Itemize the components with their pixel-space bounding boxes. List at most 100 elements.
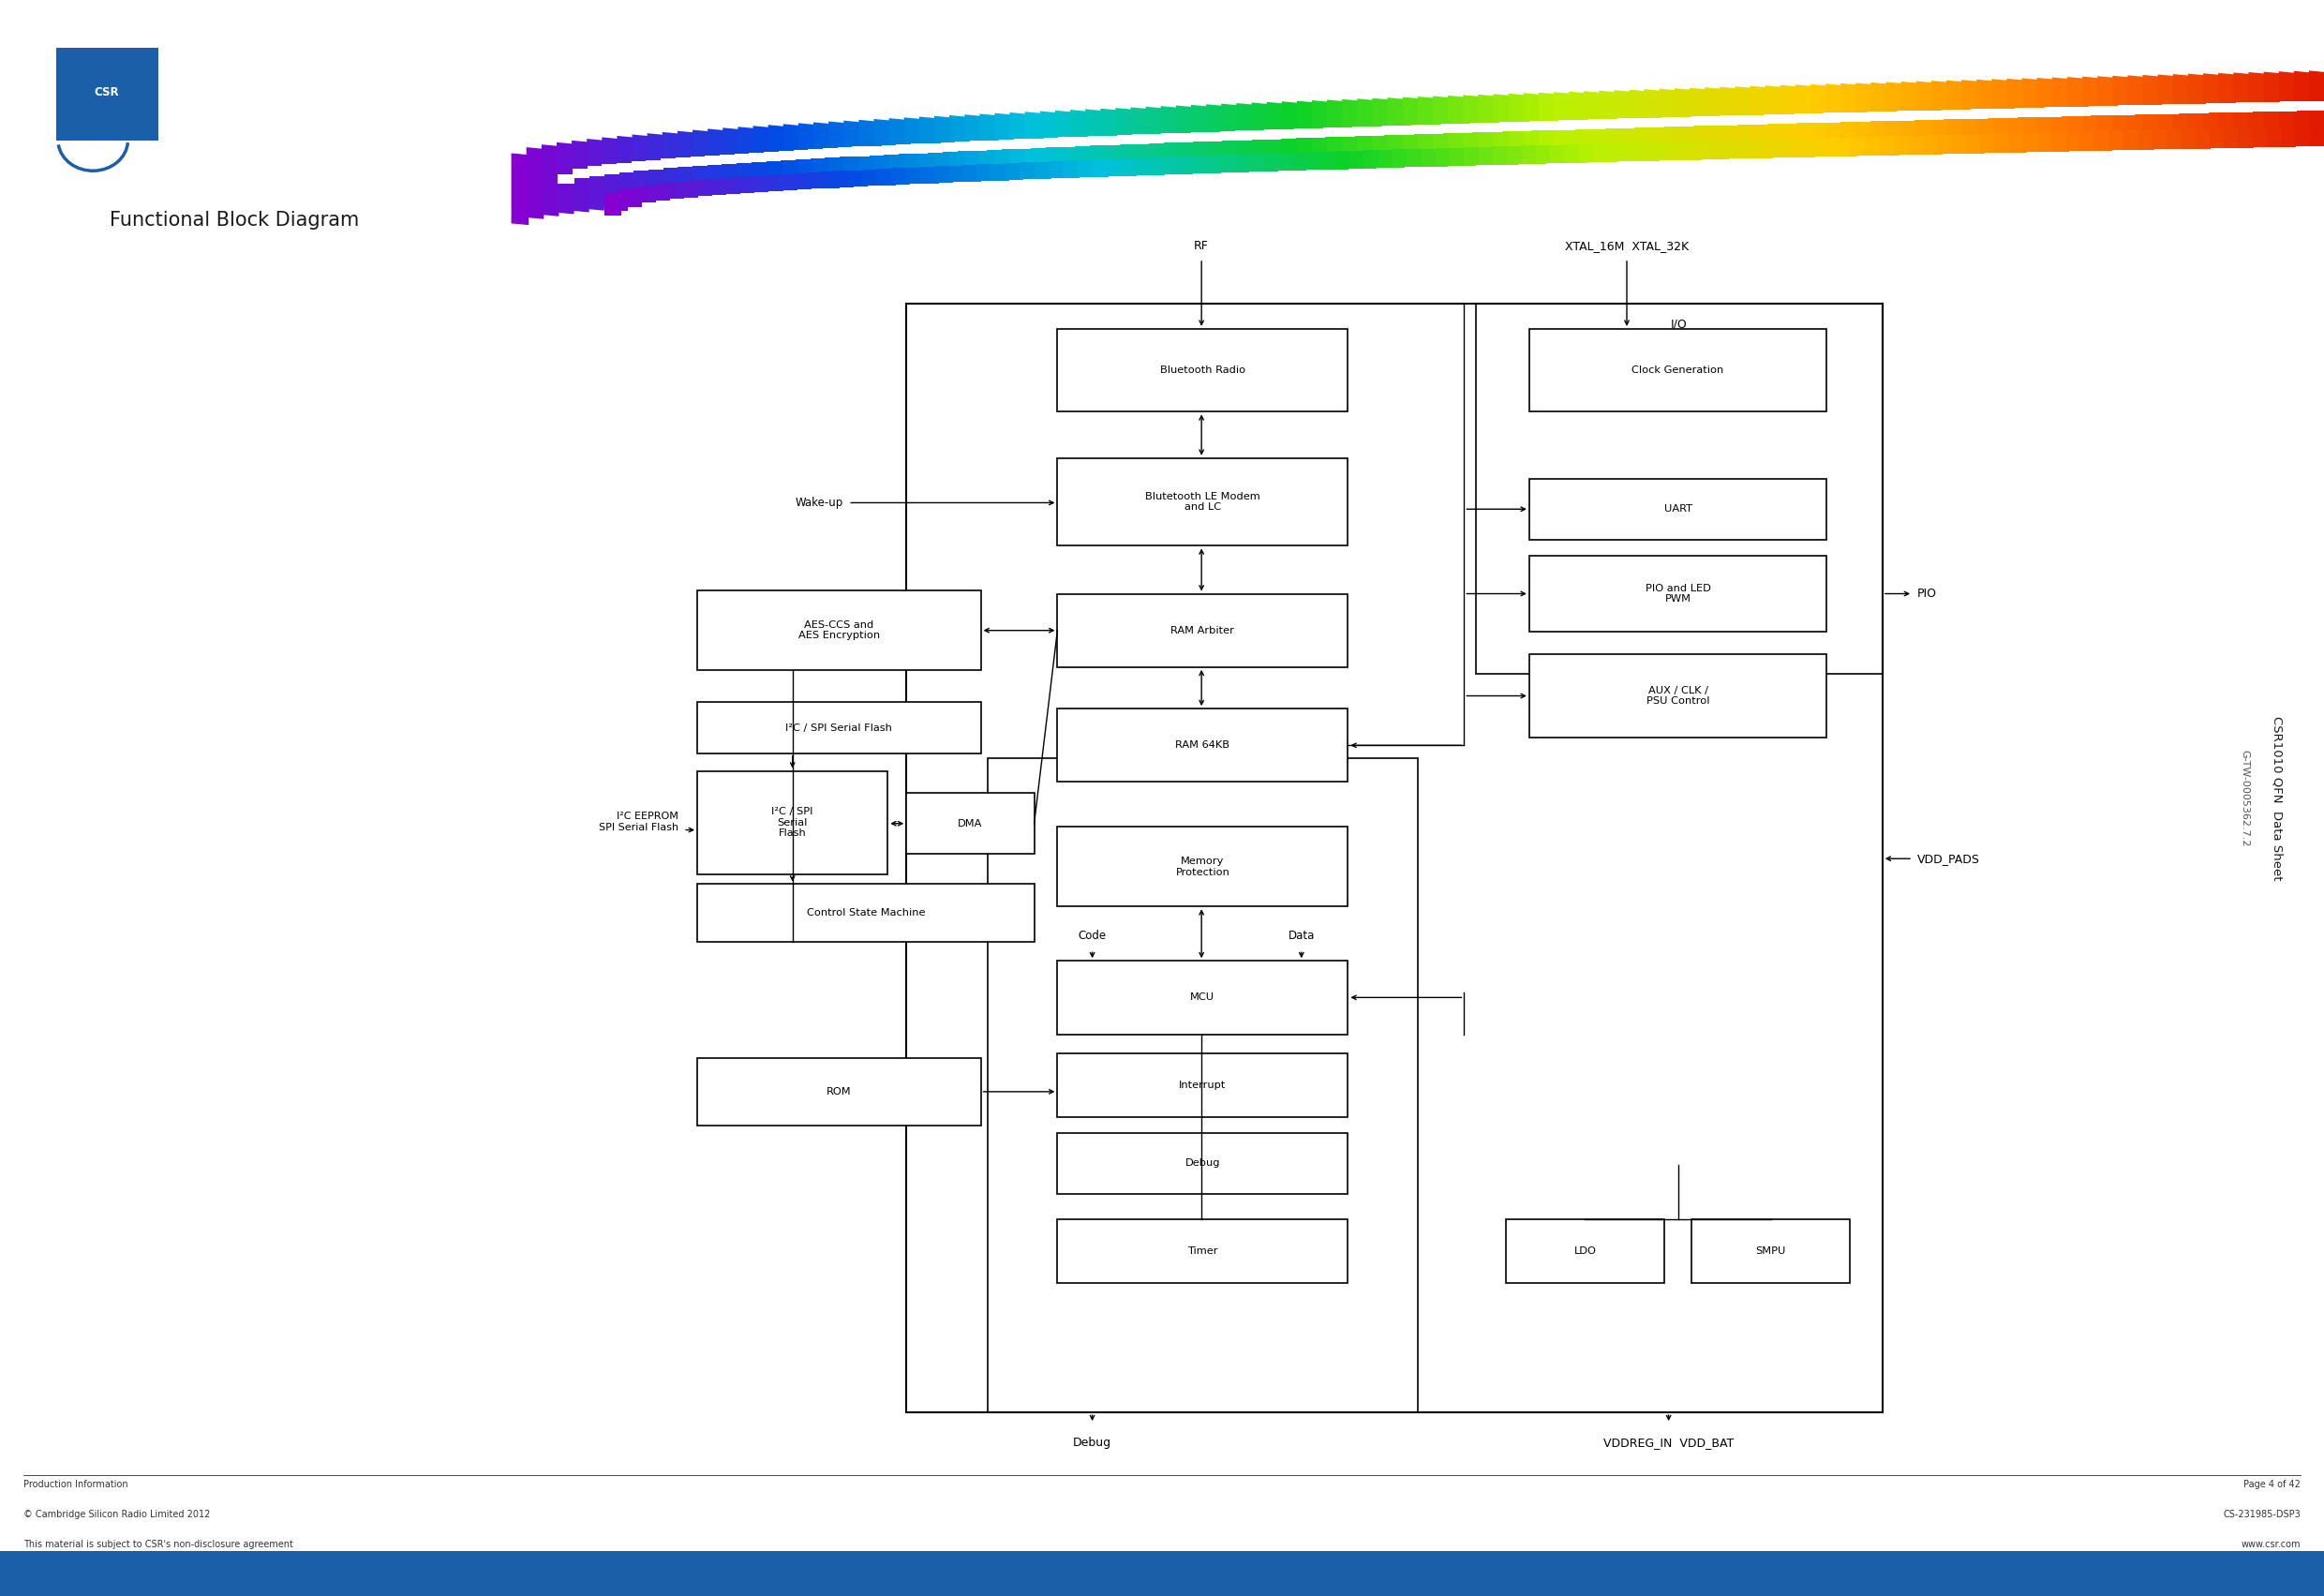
Polygon shape [734,177,751,200]
Polygon shape [1764,115,1783,124]
Polygon shape [2294,101,2312,110]
Polygon shape [1050,179,1069,187]
Text: RF: RF [1195,239,1208,252]
Polygon shape [1957,110,1973,120]
Polygon shape [572,169,590,179]
Polygon shape [632,161,648,171]
Polygon shape [1508,147,1525,169]
Polygon shape [1485,123,1501,132]
Polygon shape [1794,113,1810,123]
Polygon shape [897,185,913,193]
Polygon shape [2094,131,2110,153]
Polygon shape [1678,142,1697,164]
Polygon shape [1885,155,1901,163]
Polygon shape [1102,109,1118,180]
Text: AUX / CLK /
PSU Control: AUX / CLK / PSU Control [1645,686,1710,705]
Polygon shape [1662,117,1678,126]
Polygon shape [1397,124,1413,134]
Polygon shape [1659,89,1676,161]
Polygon shape [1376,168,1392,176]
Polygon shape [1562,163,1578,171]
Polygon shape [1852,112,1871,121]
Polygon shape [1069,110,1088,182]
Polygon shape [934,166,951,188]
Polygon shape [1894,136,1910,158]
Text: RAM Arbiter: RAM Arbiter [1171,626,1234,635]
Polygon shape [1448,96,1466,168]
Polygon shape [1729,160,1748,168]
Polygon shape [1081,177,1097,185]
Polygon shape [834,171,851,193]
Polygon shape [811,188,827,196]
Polygon shape [1236,172,1253,180]
Polygon shape [1092,160,1109,182]
Polygon shape [1478,94,1497,166]
Polygon shape [1320,169,1336,177]
Text: RAM 64KB: RAM 64KB [1176,741,1229,750]
Polygon shape [2073,107,2092,117]
Polygon shape [2052,132,2068,155]
Polygon shape [1631,161,1648,169]
Text: PIO: PIO [1917,587,1936,600]
Polygon shape [1734,86,1752,158]
Polygon shape [1599,91,1615,163]
Polygon shape [1943,153,1959,161]
Polygon shape [2250,102,2268,112]
Polygon shape [676,182,693,204]
Polygon shape [727,195,744,203]
Polygon shape [1736,140,1752,163]
Polygon shape [1132,107,1148,179]
Text: Blutetooth LE Modem
and LC: Blutetooth LE Modem and LC [1146,492,1260,512]
Polygon shape [844,121,860,193]
Polygon shape [2138,131,2154,153]
Polygon shape [906,168,923,190]
Polygon shape [1664,142,1683,164]
Polygon shape [706,129,725,201]
Polygon shape [1966,134,1982,156]
Polygon shape [925,144,944,153]
Polygon shape [1604,161,1620,169]
Polygon shape [2082,77,2101,148]
Polygon shape [1824,113,1841,123]
Polygon shape [1025,112,1041,184]
Polygon shape [2266,102,2282,112]
Polygon shape [1829,156,1845,164]
Polygon shape [1629,89,1645,161]
Polygon shape [2240,148,2257,156]
Text: Data: Data [1287,929,1315,942]
Polygon shape [602,164,618,174]
Polygon shape [1994,134,2010,156]
Polygon shape [1720,115,1738,124]
Polygon shape [1392,150,1408,172]
Polygon shape [1708,140,1724,163]
Polygon shape [1348,169,1364,177]
Polygon shape [1250,155,1267,177]
Polygon shape [1673,160,1690,168]
Polygon shape [1915,81,1934,153]
Polygon shape [2222,102,2238,112]
Polygon shape [2001,109,2017,118]
Polygon shape [883,185,899,193]
Polygon shape [2173,73,2189,145]
Polygon shape [1868,112,1885,121]
Polygon shape [1880,136,1896,158]
Text: Control State Machine: Control State Machine [806,908,925,918]
Polygon shape [1206,155,1222,177]
Text: I²C EEPROM
SPI Serial Flash: I²C EEPROM SPI Serial Flash [600,812,679,832]
Polygon shape [1901,81,1920,153]
Polygon shape [1134,158,1150,180]
Polygon shape [588,166,604,176]
Polygon shape [1334,152,1353,174]
Polygon shape [1948,80,1964,152]
Polygon shape [2036,78,2054,150]
Polygon shape [1692,117,1708,126]
Polygon shape [2238,128,2254,150]
Polygon shape [1980,134,1996,156]
Polygon shape [1578,144,1594,166]
Polygon shape [1306,171,1322,179]
Polygon shape [632,134,651,206]
Polygon shape [1236,104,1255,176]
Polygon shape [2310,70,2324,142]
Polygon shape [1978,80,1994,152]
Polygon shape [586,139,604,211]
